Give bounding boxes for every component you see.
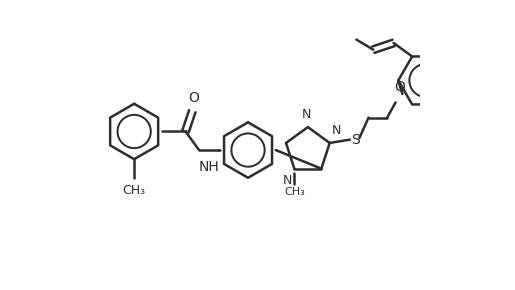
Text: N: N	[301, 108, 311, 121]
Text: N: N	[332, 124, 341, 137]
Text: NH: NH	[198, 160, 219, 173]
Text: O: O	[188, 91, 199, 105]
Text: CH₃: CH₃	[284, 186, 305, 197]
Text: N: N	[283, 174, 293, 187]
Text: CH₃: CH₃	[123, 184, 146, 197]
Text: O: O	[394, 80, 405, 94]
Text: S: S	[351, 133, 359, 146]
